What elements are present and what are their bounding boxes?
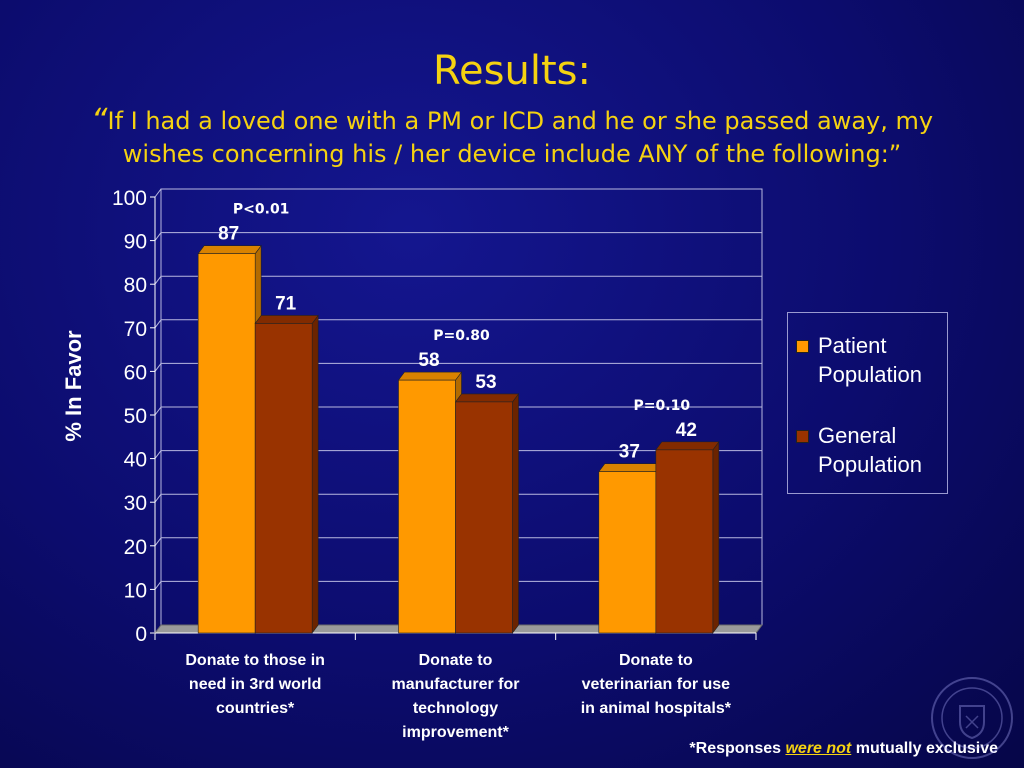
x-category-label: manufacturer for — [391, 676, 519, 693]
bar-top — [254, 315, 319, 324]
bar — [254, 323, 313, 634]
gridline-side — [154, 581, 162, 590]
open-quote: “ — [90, 101, 108, 139]
y-tick-label: 100 — [112, 187, 147, 210]
y-tick-label: 10 — [124, 579, 147, 602]
legend-label-general: General Population — [818, 423, 922, 477]
subtitle-text: If I had a loved one with a PM or ICD an… — [107, 107, 934, 168]
x-category-label: improvement* — [402, 724, 509, 741]
y-tick-label: 40 — [124, 449, 147, 472]
data-label: 37 — [619, 442, 640, 463]
y-tick-label: 90 — [124, 231, 147, 254]
gridline-side — [154, 188, 162, 198]
p-value-annotation: P=0.80 — [433, 328, 490, 344]
gridline-side — [154, 275, 162, 285]
bar — [398, 379, 456, 634]
slide-title: Results: — [433, 48, 591, 94]
bar-top — [598, 463, 663, 472]
x-category-label: veterinarian for use — [582, 676, 731, 693]
p-value-annotation: P<0.01 — [233, 202, 290, 218]
gridline-side — [154, 363, 162, 372]
legend-swatch-general — [796, 430, 809, 443]
x-category-label: countries* — [216, 700, 295, 717]
x-category-label: in animal hospitals* — [581, 700, 732, 717]
y-tick-label: 50 — [124, 405, 147, 428]
bar — [598, 471, 657, 634]
slide-subtitle: “If I had a loved one with a PM or ICD a… — [60, 104, 964, 171]
y-tick-label: 60 — [124, 361, 147, 384]
x-category-label: Donate to — [419, 652, 493, 669]
y-tick-label: 80 — [124, 274, 147, 297]
university-seal-logo — [931, 677, 1013, 759]
y-tick-label: 0 — [135, 623, 147, 646]
x-category-label: need in 3rd world — [189, 676, 321, 693]
legend-swatch-patient — [796, 340, 809, 353]
footnote: *Responses were not mutually exclusive — [689, 740, 998, 757]
data-label: 71 — [275, 293, 297, 314]
bar-side — [311, 314, 319, 634]
x-category-label: Donate to — [619, 652, 693, 669]
y-tick-label: 20 — [124, 536, 147, 559]
gridline-side — [154, 537, 162, 547]
gridline-side — [154, 232, 162, 241]
bar-side — [512, 393, 519, 634]
legend-label-patient: Patient Population — [818, 333, 922, 387]
bar-top — [397, 371, 463, 381]
legend: Patient Population General Population — [787, 312, 948, 494]
bar-top — [655, 441, 720, 451]
bar-side — [712, 440, 720, 634]
bar — [455, 401, 513, 634]
data-label: 58 — [418, 350, 439, 371]
gridline-side — [154, 319, 162, 329]
gridline-side — [154, 406, 162, 416]
data-label: 53 — [475, 372, 496, 393]
gridline-side — [154, 450, 162, 459]
x-category-label: technology — [413, 700, 498, 717]
bar-top — [454, 393, 520, 403]
data-label: 42 — [676, 420, 697, 441]
data-label: 87 — [218, 224, 239, 245]
p-value-annotation: P=0.10 — [634, 398, 691, 414]
bar — [197, 253, 256, 634]
bar — [655, 449, 714, 634]
gridline-side — [154, 493, 162, 503]
y-tick-label: 70 — [124, 318, 147, 341]
y-tick-label: 30 — [124, 492, 147, 515]
bar-top — [197, 245, 262, 254]
x-category-label: Donate to those in — [185, 652, 325, 669]
